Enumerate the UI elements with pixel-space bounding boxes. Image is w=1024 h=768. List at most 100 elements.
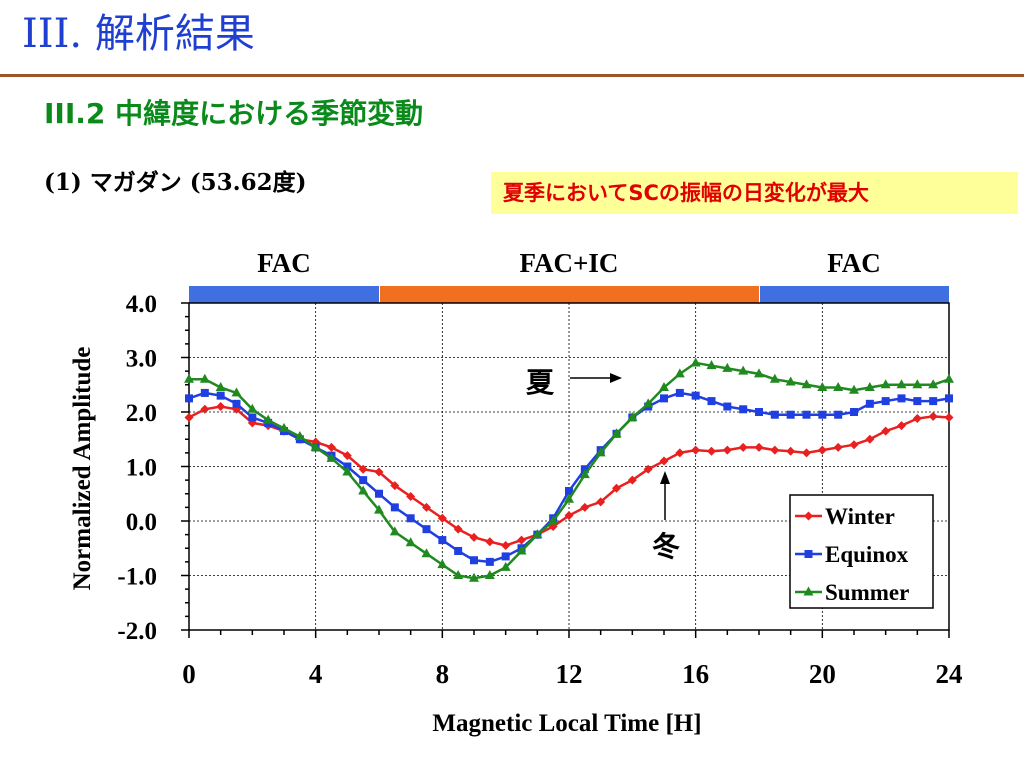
data-point-winter [627,475,637,485]
station-subtitle: (1) マガダン (53.62度) [44,169,307,196]
legend-marker-summer [803,586,814,596]
data-point-equinox [802,410,811,419]
data-point-summer [896,379,907,389]
data-point-winter [580,502,590,512]
data-point-summer [785,376,796,386]
data-point-summer [817,381,828,391]
section-title: III.2 中緯度における季節変動 [44,97,424,130]
data-point-winter [817,445,827,455]
data-point-summer [912,379,923,389]
data-point-summer [659,381,669,391]
legend-marker-winter [804,511,813,521]
x-tick-label: 8 [436,659,450,689]
data-point-equinox [185,394,193,403]
region-label-1: FAC+IC [520,248,619,278]
data-point-summer [263,414,274,424]
data-point-winter [786,446,796,456]
data-point-summer [326,452,337,462]
data-point-summer [595,447,606,457]
data-point-summer [579,469,590,479]
data-point-equinox [454,546,463,555]
data-point-winter [849,440,859,450]
region-bar-1 [380,286,759,303]
y-tick-label: 1.0 [126,455,157,482]
data-point-summer [279,422,289,432]
data-point-equinox [929,397,938,406]
data-point-summer [358,485,369,495]
data-point-summer [310,441,321,451]
axes: 0 4 8 12 16 20 24 -2.0 -1.0 0.0 1.0 2.0 3.0 4.0 Magnet… [69,291,963,737]
data-point-equinox [770,410,779,419]
data-point-summer [500,561,511,571]
y-tick-label: 3.0 [126,346,157,373]
data-point-winter [596,497,606,507]
data-point-summer [294,431,305,441]
data-point-winter [200,404,210,414]
data-point-summer [469,572,479,582]
data-point-summer [564,493,574,503]
data-point-winter [327,442,336,452]
amplitude-chart: FAC FAC+IC FAC 0 4 8 12 16 20 24 -2.0 -1.0 0.0 1.0 2.… [69,248,963,737]
data-point-summer [231,387,242,397]
region-bar-0 [189,286,379,303]
data-point-equinox [707,397,716,406]
data-point-summer [690,357,701,367]
data-point-winter [675,448,685,458]
data-point-equinox [248,413,257,422]
data-point-summer [374,504,384,514]
data-point-winter [469,532,479,542]
data-point-summer [532,529,543,539]
x-tick-label: 20 [809,659,836,689]
data-point-equinox [881,397,890,406]
data-point-winter [722,445,732,455]
data-point-equinox [723,402,732,411]
region-bars: FAC FAC+IC FAC [189,248,949,303]
region-label-0: FAC [257,248,311,278]
data-point-winter [390,481,400,491]
data-point-winter [912,414,922,424]
data-point-winter [612,483,621,493]
data-point-equinox [438,536,447,545]
slide-title: III. 解析結果 [22,11,255,57]
data-point-winter [944,412,954,422]
data-point-equinox [865,399,874,408]
x-tick-label: 24 [936,659,963,689]
data-point-winter [342,451,352,461]
data-point-summer [754,368,764,378]
data-point-summer [738,365,749,375]
data-point-equinox [850,408,858,416]
series-summer [184,357,954,582]
data-point-summer [199,373,210,383]
annotation-summer: 夏 [526,366,555,399]
y-tick-label: -2.0 [117,618,157,645]
data-point-winter [833,442,843,452]
region-label-2: FAC [827,248,881,278]
y-tick-label: 2.0 [126,400,157,427]
data-point-summer [611,428,622,438]
data-point-equinox [675,388,684,397]
data-point-summer [405,537,416,547]
series-lines [184,357,954,582]
data-point-equinox [501,552,510,561]
data-point-equinox [755,408,763,416]
data-point-winter [897,421,906,431]
data-point-winter [738,442,748,452]
data-point-summer [706,360,717,370]
data-point-winter [485,537,495,547]
title-divider [0,74,1024,77]
data-point-winter [802,448,811,458]
data-point-winter [754,442,764,452]
data-point-summer [643,398,654,408]
data-point-summer [769,373,780,383]
data-point-winter [453,524,463,534]
data-point-equinox [375,489,383,498]
data-point-summer [437,559,448,569]
data-point-equinox [945,394,953,403]
data-point-equinox [913,397,922,406]
data-point-equinox [565,487,573,496]
data-point-winter [707,446,716,456]
data-point-summer [864,381,875,391]
data-point-summer [849,384,859,394]
data-point-summer [421,548,432,558]
data-point-winter [659,456,669,466]
